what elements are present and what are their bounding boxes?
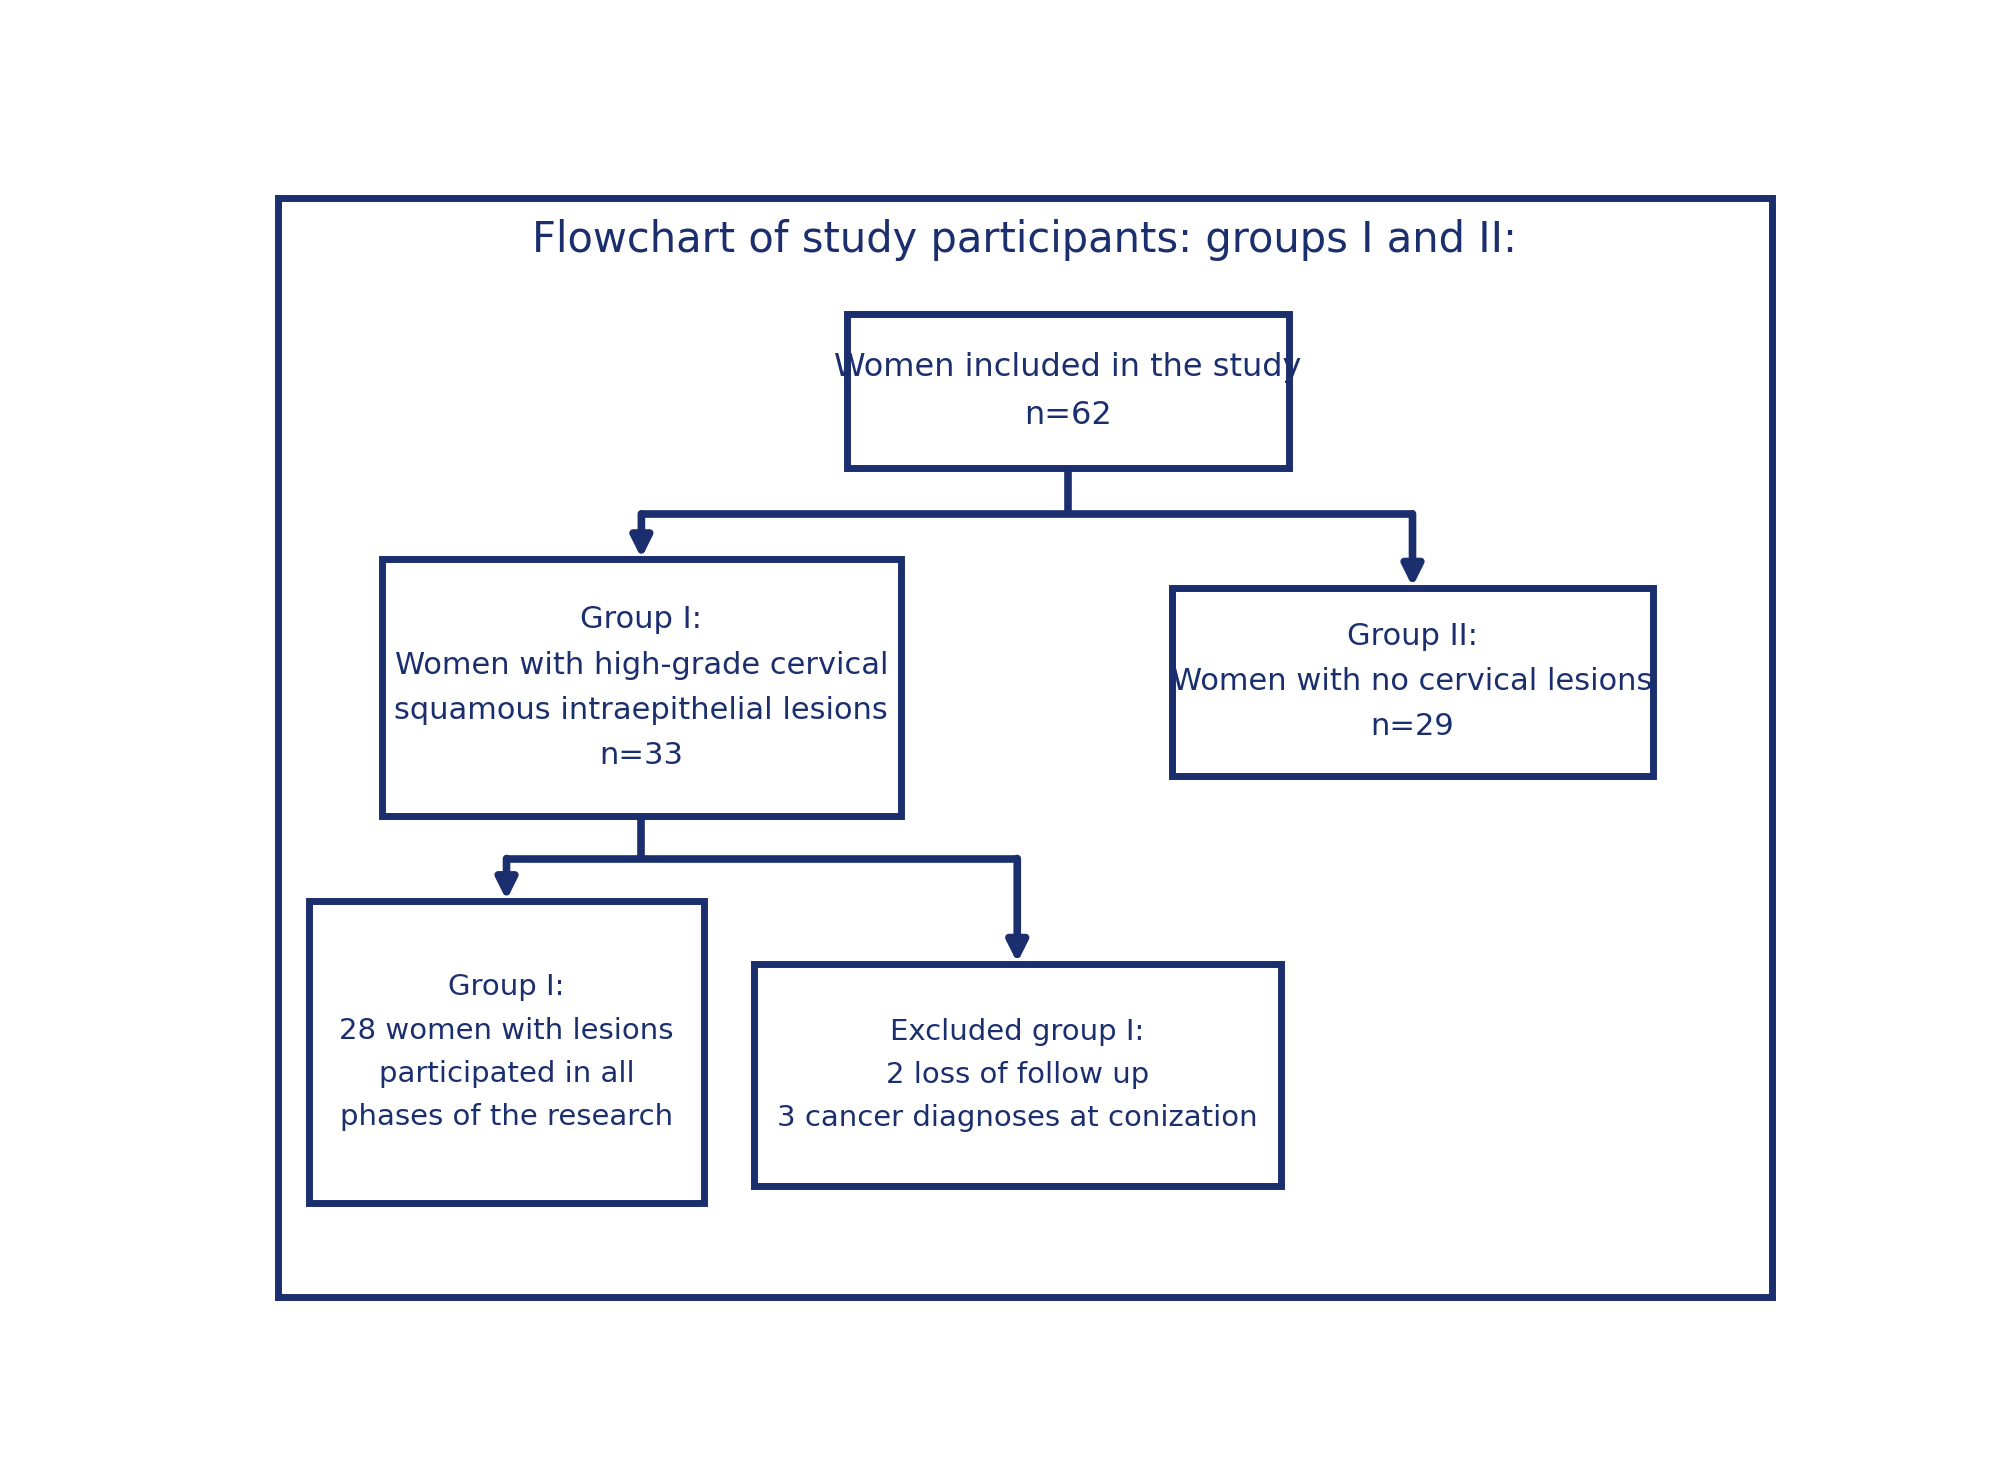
Bar bbox=[1172, 588, 1652, 776]
Bar bbox=[382, 559, 900, 815]
Text: Flowchart of study participants: groups I and II:: Flowchart of study participants: groups … bbox=[532, 219, 1518, 262]
Text: Group II:
Women with no cervical lesions
n=29: Group II: Women with no cervical lesions… bbox=[1172, 622, 1652, 741]
Text: Group I:
28 women with lesions
participated in all
phases of the research: Group I: 28 women with lesions participa… bbox=[340, 974, 674, 1131]
Bar bbox=[754, 963, 1280, 1185]
Bar bbox=[846, 314, 1288, 468]
Bar bbox=[308, 901, 704, 1203]
Text: Women included in the study
n=62: Women included in the study n=62 bbox=[834, 352, 1302, 431]
Text: Excluded group I:
2 loss of follow up
3 cancer diagnoses at conization: Excluded group I: 2 loss of follow up 3 … bbox=[776, 1018, 1258, 1132]
Text: Group I:
Women with high-grade cervical
squamous intraepithelial lesions
n=33: Group I: Women with high-grade cervical … bbox=[394, 605, 888, 770]
